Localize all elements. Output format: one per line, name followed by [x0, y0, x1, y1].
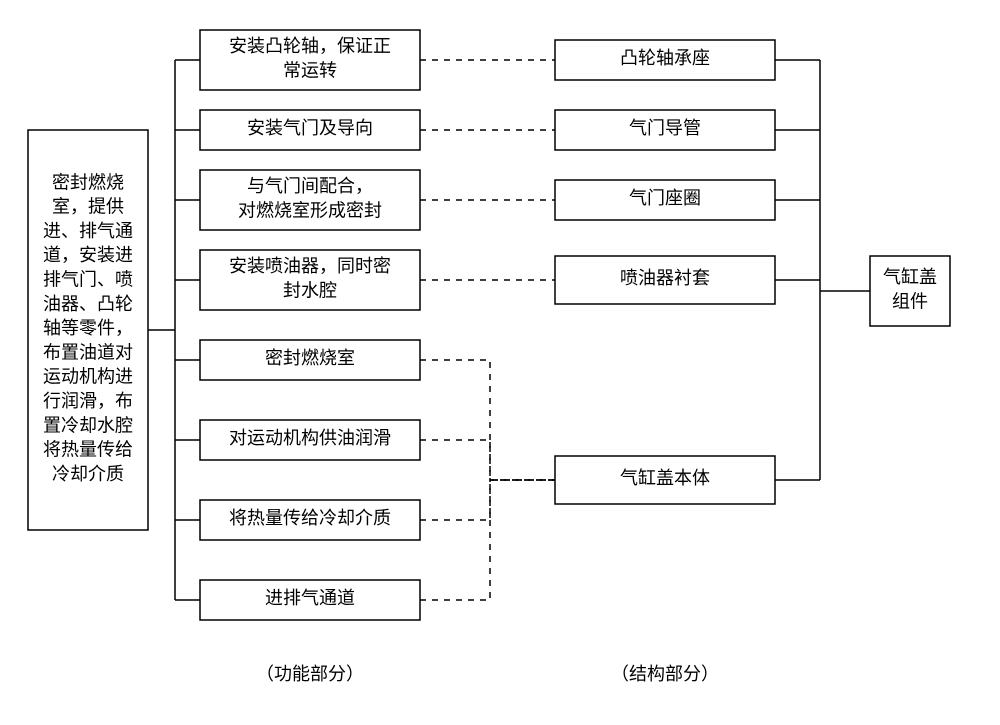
dash-f8-s5 — [420, 480, 555, 600]
root-box-text: 进、排气通 — [43, 221, 133, 241]
func-f4-text: 安装喷油器，同时密 — [229, 256, 391, 276]
func-f5-text: 密封燃烧室 — [265, 348, 355, 368]
struct-s4-text: 喷油器衬套 — [620, 268, 710, 288]
caption-func: （功能部分） — [256, 664, 364, 684]
func-f4-text: 封水腔 — [283, 280, 337, 300]
dash-f6-s5 — [420, 440, 555, 480]
root-box-text: 布置油道对 — [43, 342, 133, 362]
final-box-text: 组件 — [892, 291, 928, 311]
func-f8-text: 进排气通道 — [265, 588, 355, 608]
func-f1-text: 常运转 — [283, 60, 337, 80]
root-box-text: 室，提供 — [52, 197, 124, 217]
root-box-text: 运动机构进 — [43, 367, 133, 387]
dash-f5-s5 — [420, 360, 555, 480]
struct-s1-text: 凸轮轴承座 — [620, 48, 710, 68]
struct-s3-text: 气门座圈 — [629, 188, 701, 208]
func-f1-text: 安装凸轮轴，保证正 — [229, 36, 391, 56]
final-box-text: 气缸盖 — [883, 266, 937, 287]
func-f6-text: 对运动机构供油润滑 — [229, 428, 391, 448]
caption-struct: （结构部分） — [611, 664, 719, 684]
func-f2-text: 安装气门及导向 — [247, 118, 373, 138]
root-box-text: 密封燃烧 — [52, 172, 124, 192]
root-box-text: 道，安装进 — [43, 245, 133, 265]
func-f3-text: 与气门间配合， — [247, 176, 373, 196]
root-box-text: 排气门、喷 — [43, 270, 133, 290]
root-box-text: 将热量传给 — [43, 440, 133, 460]
root-box-text: 油器、凸轮 — [43, 294, 133, 314]
root-box-text: 轴等零件， — [43, 318, 133, 338]
struct-s5-text: 气缸盖本体 — [620, 467, 710, 488]
root-box-text: 行润滑，布 — [43, 391, 133, 411]
struct-s2-text: 气门导管 — [629, 118, 701, 138]
dash-f7-s5 — [420, 480, 555, 520]
func-f3-text: 对燃烧室形成密封 — [238, 200, 382, 220]
root-box-text: 置冷却水腔 — [43, 415, 133, 435]
root-box-text: 冷却介质 — [52, 464, 124, 484]
func-f7-text: 将热量传给冷却介质 — [229, 508, 391, 528]
